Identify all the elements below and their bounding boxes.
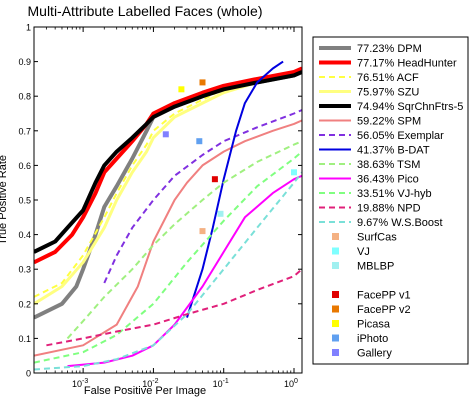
y-tick-label-10: 1	[26, 23, 31, 33]
point-marker-1	[291, 169, 297, 176]
legend-label-7: 41.37% B-DAT	[357, 145, 430, 157]
legend-marker-21	[332, 349, 339, 356]
series-line-6	[103, 109, 302, 284]
point-marker-2	[217, 210, 224, 217]
legend-label-20: iPhoto	[357, 333, 388, 345]
legend: 77.23% DPM 77.17% HeadHunter 76.51% ACF 75.…	[312, 36, 469, 365]
legend-label-1: 77.17% HeadHunter	[357, 58, 457, 70]
point-marker-5	[178, 86, 185, 93]
series-line-12	[34, 171, 302, 371]
y-tick-label-0: 0	[26, 369, 31, 379]
legend-label-5: 59.22% SPM	[357, 116, 421, 128]
y-tick-label-1: 0.1	[18, 334, 31, 344]
legend-label-9: 36.43% Pico	[357, 174, 419, 186]
legend-marker-15	[332, 262, 339, 269]
legend-label-2: 76.51% ACF	[357, 72, 419, 84]
x-tick-label-3: 100	[284, 378, 298, 389]
series-line-2	[34, 71, 302, 298]
legend-marker-14	[332, 247, 339, 255]
series-line-10	[34, 150, 302, 364]
legend-label-3: 75.97% SZU	[357, 87, 419, 99]
legend-marker-20	[332, 334, 339, 342]
series-line-9	[67, 174, 302, 368]
legend-label-17: FacePP v1	[357, 290, 411, 302]
legend-marker-19	[332, 320, 339, 327]
y-tick-label-3: 0.3	[18, 265, 31, 275]
y-tick-label-8: 0.8	[18, 92, 31, 102]
y-tick-label-9: 0.9	[18, 57, 31, 67]
series-line-7	[186, 60, 284, 318]
legend-label-15: MBLBP	[357, 261, 394, 273]
x-axis-label: False Positive Per Image	[84, 385, 206, 397]
point-marker-7	[162, 131, 169, 138]
plot-area	[34, 27, 302, 373]
y-tick-label-2: 0.2	[18, 299, 31, 309]
axes: 0 0.1 0.2 0.3 0.4 0.5 0.6 0.7 0.8 0.9 1 10-3 10-2 10-…	[18, 23, 302, 389]
series-line-8	[66, 140, 302, 340]
plot-content	[34, 60, 302, 371]
y-tick-label-6: 0.6	[18, 161, 31, 171]
series-line-4	[34, 70, 302, 254]
legend-label-13: SurfCas	[357, 232, 397, 244]
chart-title: Multi-Attribute Labelled Faces (whole)	[28, 3, 263, 19]
y-tick-label-4: 0.4	[18, 230, 31, 240]
legend-marker-13	[332, 233, 339, 240]
x-tick-label-1: 10-2	[142, 378, 158, 389]
point-marker-6	[196, 138, 203, 145]
legend-marker-17	[332, 291, 339, 298]
y-axis-label: True Positive Rate	[0, 155, 9, 245]
legend-label-19: Picasa	[357, 319, 391, 331]
legend-label-8: 38.63% TSM	[357, 159, 420, 171]
y-tick-label-7: 0.7	[18, 126, 31, 136]
point-marker-4	[199, 79, 206, 86]
legend-label-6: 56.05% Exemplar	[357, 130, 444, 142]
legend-label-11: 19.88% NPD	[357, 203, 421, 215]
legend-label-12: 9.67% W.S.Boost	[357, 217, 443, 229]
point-marker-3	[211, 176, 218, 183]
x-tick-label-2: 10-1	[213, 378, 229, 389]
series-line-11	[46, 268, 302, 347]
legend-label-14: VJ	[357, 246, 370, 258]
series-line-5	[34, 119, 302, 357]
legend-label-0: 77.23% DPM	[357, 43, 422, 55]
legend-marker-18	[332, 305, 339, 313]
x-tick-label-0: 10-3	[72, 378, 88, 389]
legend-label-4: 74.94% SqrChnFtrs-5	[357, 101, 463, 113]
legend-label-10: 33.51% VJ-hyb	[357, 188, 432, 200]
legend-label-18: FacePP v2	[357, 304, 411, 316]
y-tick-label-5: 0.5	[18, 196, 31, 206]
legend-label-21: Gallery	[357, 348, 392, 360]
point-marker-0	[199, 228, 206, 235]
